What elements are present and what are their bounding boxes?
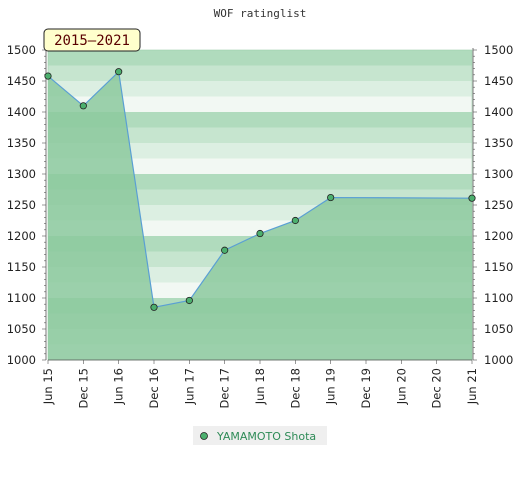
x-tick-label: Dec 19 (359, 368, 373, 409)
data-point (221, 246, 229, 254)
x-tick-label: Dec 18 (288, 368, 302, 409)
y-tick-label-left: 1500 (7, 43, 36, 57)
y-tick-label-right: 1300 (484, 167, 513, 181)
y-tick-label-left: 1300 (7, 167, 36, 181)
data-point (44, 72, 52, 80)
y-tick-label-left: 1050 (7, 322, 36, 336)
x-tick-label: Jun 18 (253, 368, 267, 405)
period-badge: 2015–2021 (43, 28, 141, 52)
y-tick-label-left: 1200 (7, 229, 36, 243)
y-tick-label-right: 1500 (484, 43, 513, 57)
y-tick-label-right: 1450 (484, 74, 513, 88)
y-tick-label-right: 1250 (484, 198, 513, 212)
legend-marker-icon (200, 432, 208, 440)
data-points (44, 68, 476, 311)
chart-title: WOF ratinglist (214, 7, 307, 20)
data-point (79, 102, 87, 110)
y-tick-label-left: 1350 (7, 136, 36, 150)
y-tick-label-left: 1450 (7, 74, 36, 88)
data-point (150, 303, 158, 311)
data-point (115, 68, 123, 76)
x-tick-label: Jun 21 (465, 368, 479, 405)
y-tick-label-left: 1400 (7, 105, 36, 119)
y-tick-label-right: 1050 (484, 322, 513, 336)
y-tick-label-left: 1000 (7, 353, 36, 367)
y-tick-label-right: 1400 (484, 105, 513, 119)
y-tick-label-left: 1100 (7, 291, 36, 305)
y-tick-label-left: 1150 (7, 260, 36, 274)
legend-series-name: YAMAMOTO Shota (216, 430, 316, 443)
data-point (291, 216, 299, 225)
y-axis-right: 1000 1050 1100 1150 1200 1250 1300 1350 1400 1450… (472, 43, 513, 367)
y-tick-label-right: 1150 (484, 260, 513, 274)
y-tick-label-right: 1350 (484, 136, 513, 150)
legend: YAMAMOTO Shota (193, 426, 327, 445)
y-tick-label-right: 1000 (484, 353, 513, 367)
x-tick-label: Dec 16 (147, 368, 161, 409)
series-line (47, 70, 473, 309)
area-layer (47, 70, 473, 360)
data-point (185, 296, 193, 305)
x-tick-label: Jun 19 (324, 368, 338, 405)
period-label: 2015–2021 (54, 33, 130, 49)
series-area (48, 71, 472, 360)
x-tick-label: Dec 15 (76, 368, 90, 409)
y-tick-label-right: 1200 (484, 229, 513, 243)
y-tick-label-right: 1100 (484, 291, 513, 305)
data-point (327, 193, 335, 202)
x-tick-label: Dec 17 (218, 368, 232, 409)
x-tick-label: Jun 20 (394, 368, 408, 405)
x-axis: Jun 15 Dec 15 Jun 16 Dec 16 Jun 17 Dec 17 Jun … (41, 359, 479, 409)
y-axis-left: 1000 1050 1100 1150 1200 1250 1300 1350 1400 1450… (7, 43, 47, 367)
x-tick-label: Jun 17 (182, 368, 196, 405)
x-tick-label: Dec 20 (430, 368, 444, 409)
data-point (468, 194, 476, 202)
x-tick-label: Jun 16 (112, 368, 126, 405)
data-point (256, 229, 264, 238)
y-tick-label-left: 1250 (7, 198, 36, 212)
x-tick-label: Jun 15 (41, 368, 55, 405)
